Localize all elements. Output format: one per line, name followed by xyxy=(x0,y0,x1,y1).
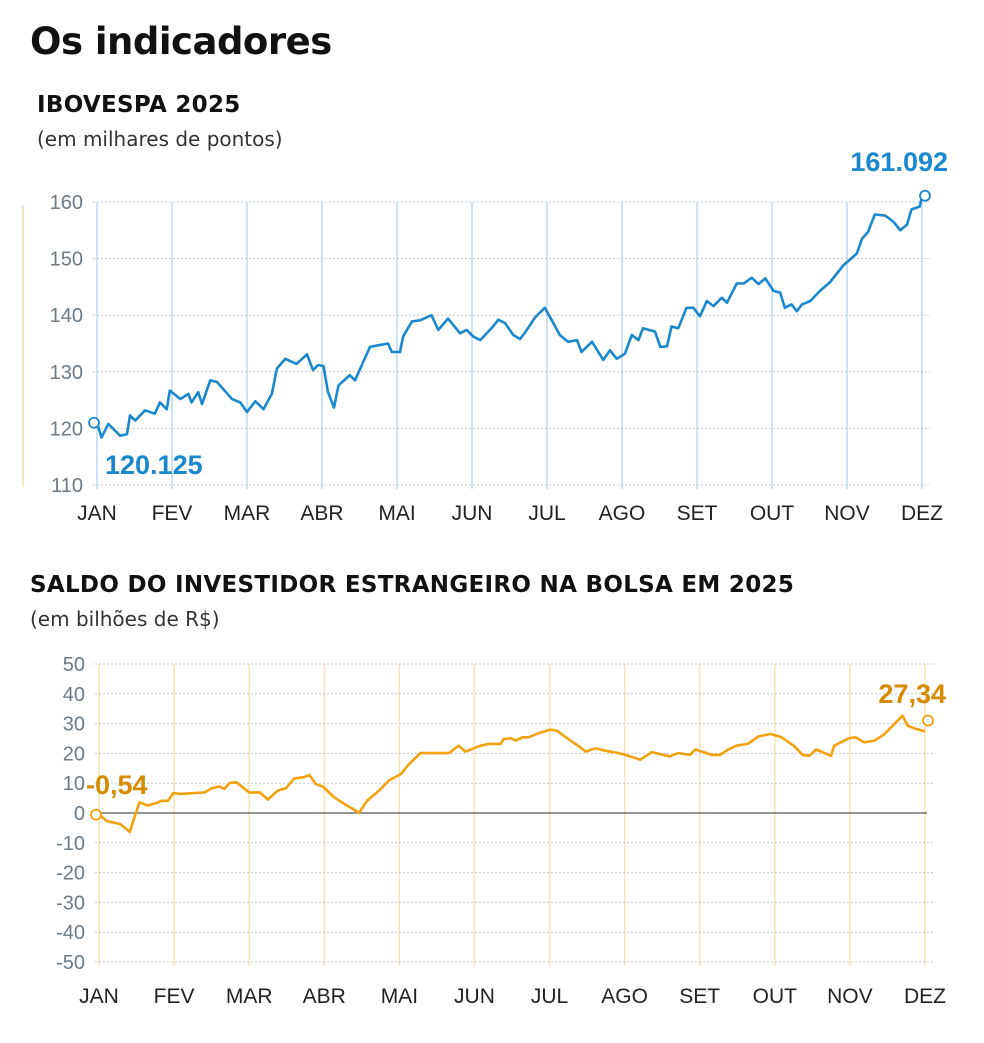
y-tick-label: 50 xyxy=(63,654,85,676)
x-tick-label: JAN xyxy=(77,502,117,525)
y-tick-label: 30 xyxy=(63,714,85,736)
y-tick-label: 0 xyxy=(74,803,85,825)
ibovespa-chart-subtitle: (em milhares de pontos) xyxy=(37,127,283,151)
y-tick-label: -30 xyxy=(56,892,85,914)
y-tick-label: 120 xyxy=(50,418,83,440)
y-tick-label: -10 xyxy=(56,833,85,855)
ibovespa-start-label: 120.125 xyxy=(105,450,203,480)
foreign-investor-chart: JAN FEV MAR ABR MAI JUN JUL AGO SET OUT NOV DEZ 50 40… xyxy=(56,654,946,1008)
series-line xyxy=(95,195,924,439)
x-tick-label: JUN xyxy=(454,985,495,1008)
foreign-chart-title: SALDO DO INVESTIDOR ESTRANGEIRO NA BOLSA… xyxy=(30,572,795,598)
x-tick-label: AGO xyxy=(601,985,648,1008)
y-tick-label: -50 xyxy=(56,952,85,974)
ibovespa-end-label: 161.092 xyxy=(850,147,948,177)
y-tick-label: 140 xyxy=(50,305,83,327)
x-tick-label: NOV xyxy=(824,502,870,525)
x-tick-label: ABR xyxy=(300,502,343,525)
x-tick-label: MAR xyxy=(224,502,271,525)
x-tick-label: MAI xyxy=(381,985,418,1008)
y-tick-label: 40 xyxy=(63,684,85,706)
x-tick-label: NOV xyxy=(827,985,873,1008)
y-tick-label: -40 xyxy=(56,922,85,944)
x-tick-label: DEZ xyxy=(904,985,946,1008)
end-point-marker xyxy=(922,714,934,727)
ibovespa-chart-title: IBOVESPA 2025 xyxy=(37,92,241,118)
x-tick-label: MAR xyxy=(226,985,273,1008)
foreign-chart-subtitle: (em bilhões de R$) xyxy=(30,607,220,631)
y-tick-label: 160 xyxy=(50,192,83,214)
x-tick-label: FEV xyxy=(152,502,193,525)
x-tick-label: MAI xyxy=(378,502,415,525)
end-point-marker xyxy=(919,189,931,202)
start-point-marker xyxy=(88,416,100,429)
x-tick-label: OUT xyxy=(750,502,795,525)
x-tick-label: OUT xyxy=(753,985,798,1008)
x-tick-label: DEZ xyxy=(901,502,943,525)
y-tick-label: 150 xyxy=(50,249,83,271)
y-tick-label: 130 xyxy=(50,362,83,384)
start-point-marker xyxy=(90,808,102,821)
x-tick-label: JUL xyxy=(528,502,565,525)
y-tick-label: -20 xyxy=(56,863,85,885)
x-tick-label: AGO xyxy=(599,502,646,525)
series-line xyxy=(98,714,926,834)
x-tick-label: FEV xyxy=(154,985,195,1008)
y-tick-label: 20 xyxy=(63,743,85,765)
foreign-end-label: 27,34 xyxy=(878,679,946,709)
ibovespa-chart: JAN FEV MAR ABR MAI JUN JUL AGO SET OUT NOV DEZ 110 1… xyxy=(50,189,943,525)
x-tick-label: ABR xyxy=(303,985,346,1008)
y-tick-label: 10 xyxy=(63,773,85,795)
x-tick-label: JUL xyxy=(531,985,568,1008)
foreign-start-label: -0,54 xyxy=(86,770,148,800)
x-tick-label: JUN xyxy=(452,502,493,525)
x-tick-label: SET xyxy=(679,985,720,1008)
x-tick-label: JAN xyxy=(79,985,119,1008)
y-tick-label: 110 xyxy=(51,475,83,497)
x-tick-label: SET xyxy=(677,502,718,525)
page-title: Os indicadores xyxy=(30,20,332,63)
